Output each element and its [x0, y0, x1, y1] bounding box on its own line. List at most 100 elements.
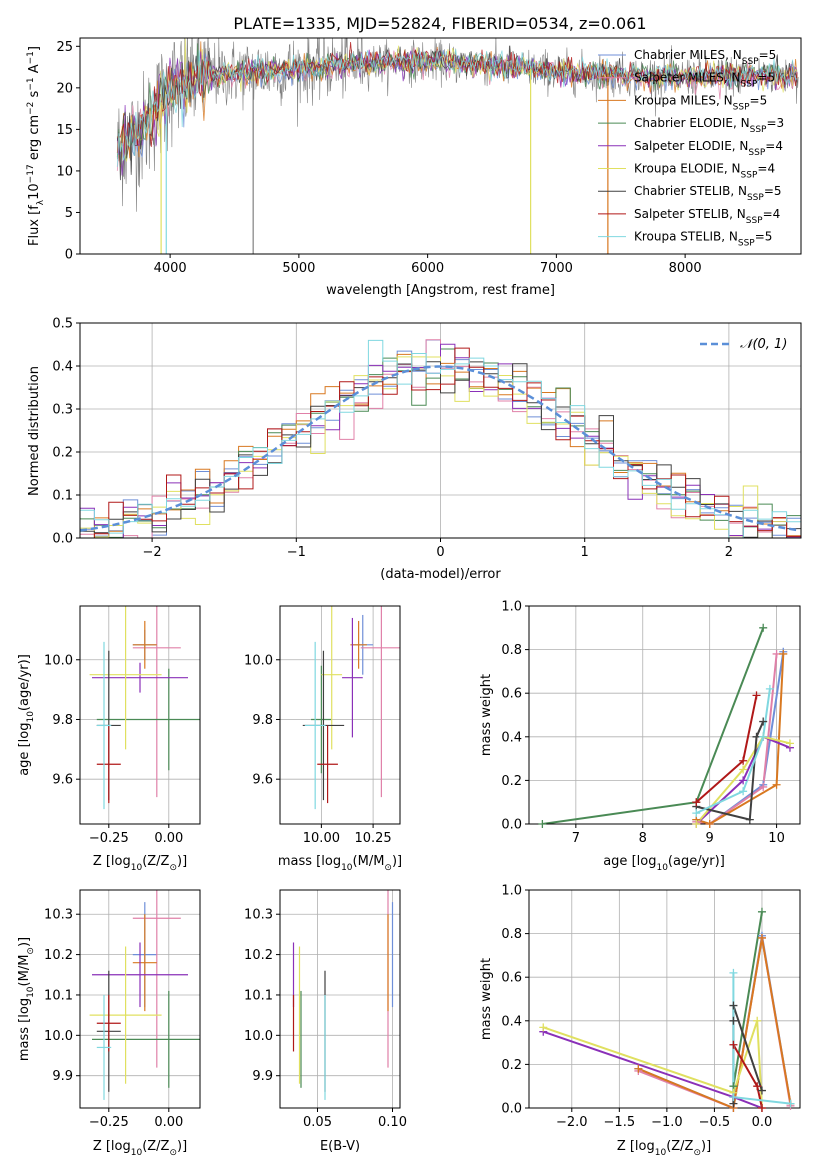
label-part: Kroupa MILES, N [634, 93, 733, 107]
plot-area [116, 38, 799, 254]
axes-residuals: −2 −1 0 1 2 0.0 0.1 0.2 0.3 0.4 0.5 𝒩(0, 1) (data-mo… [27, 317, 802, 582]
label-part: =5 [764, 184, 782, 198]
series-marker [759, 717, 768, 726]
label-part: SSP [741, 171, 758, 181]
y-axis-label: Normed distribution [27, 366, 42, 496]
label-part: (Z/Z [666, 1139, 693, 1154]
series-marker [752, 691, 761, 700]
series-marker [705, 820, 714, 828]
legend-label: Chabrier MILES, NSSP=5 [634, 48, 776, 67]
series-marker [759, 623, 768, 632]
series-marker [779, 649, 788, 658]
series-marker [739, 776, 748, 785]
axes-mass_vs_ebv: 0.05 0.10 9.9 10.0 10.1 10.2 10.3 E(B-V) [244, 889, 407, 1154]
plot-area [89, 606, 200, 810]
label-part: mass [log [17, 998, 32, 1061]
y-tick-label: 0.4 [501, 1014, 522, 1029]
x-axis-label: (data-model)/error [380, 567, 501, 582]
legend-label: Kroupa STELIB, NSSP=5 [634, 230, 772, 249]
x-axis-label: wavelength [Angstrom, rest frame] [326, 283, 555, 298]
series-line-kroupa-miles [695, 653, 785, 824]
y-tick-label: 25 [56, 40, 73, 55]
series-line-chabrier-elodie [732, 911, 763, 1087]
label-part: SSP [748, 148, 765, 158]
y-tick-label: 10.1 [244, 988, 273, 1003]
spectrum-data-line [117, 38, 799, 212]
x-tick-label: −1.5 [604, 1115, 636, 1130]
label-part: −17 [26, 164, 36, 183]
label-part: (Z/Z [142, 854, 169, 869]
y-tick-label: 0.0 [501, 818, 522, 833]
label-part: Chabrier ELODIE, N [634, 116, 750, 130]
x-axis-label: mass [log10(M/M⊙)] [278, 854, 402, 873]
y-tick-label: 0.5 [52, 317, 73, 332]
y-tick-label: 0.4 [52, 360, 73, 375]
axes-age_vs_Z: −0.25 0.009.69.810.0Z [log10(Z/Z⊙)]age [l… [17, 605, 201, 873]
y-tick-label: 20 [56, 81, 73, 96]
x-axis-label: E(B-V) [320, 1139, 360, 1154]
y-tick-label: 10.0 [244, 653, 273, 668]
series-marker [757, 1086, 766, 1095]
label-part: 10 [131, 863, 143, 873]
x-tick-label: 9 [706, 831, 714, 846]
label-part: Flux [f [27, 205, 42, 246]
series-marker [757, 933, 766, 942]
x-tick-label: 10.25 [354, 831, 391, 846]
label-part: 10 [131, 1148, 143, 1158]
label-part: Salpeter STELIB, N [634, 207, 746, 221]
x-tick-label: 0.05 [303, 1115, 332, 1130]
y-tick-label: 1.0 [501, 884, 522, 899]
y-axis-label: mass [log10(M/M⊙)] [17, 937, 36, 1061]
series-marker [739, 787, 748, 796]
y-tick-label: 0.0 [52, 532, 73, 547]
label-part: )] [17, 937, 32, 947]
label-part: 10 [341, 863, 353, 873]
label-part: Z [log [93, 1139, 131, 1154]
y-tick-label: 10.2 [44, 948, 73, 963]
label-part: 10 [27, 183, 42, 200]
label-part: ⊙ [26, 947, 36, 955]
plot-area [542, 627, 791, 824]
y-tick-label: 9.6 [52, 773, 73, 788]
x-tick-label: −0.25 [89, 831, 129, 846]
plot-area [292, 890, 394, 1100]
x-tick-label: −0.5 [699, 1115, 731, 1130]
label-part: )] [701, 1139, 711, 1154]
y-tick-label: 0.6 [501, 971, 522, 986]
x-tick-label: 2 [725, 545, 733, 560]
x-tick-label: 8 [639, 831, 647, 846]
label-part: Kroupa STELIB, N [634, 230, 738, 244]
spectrum-model-kroupa-stelib [116, 48, 798, 167]
x-tick-label: −2 [143, 545, 162, 560]
series-marker [765, 684, 774, 693]
x-tick-label: −1.0 [651, 1115, 683, 1130]
series-line-kroupa-miles [638, 937, 792, 1108]
x-tick-label: 1 [581, 545, 589, 560]
label-part: 10 [26, 986, 36, 998]
x-tick-label: 7 [572, 831, 580, 846]
y-tick-label: 0.2 [52, 446, 73, 461]
label-part: −1 [26, 51, 36, 64]
series-marker [757, 1104, 766, 1112]
label-part: 10 [656, 863, 668, 873]
label-part: ⊙ [384, 863, 392, 873]
y-tick-label: 10.3 [44, 908, 73, 923]
label-part: age [log [17, 723, 32, 776]
label-part: SSP [741, 80, 758, 90]
x-tick-label: −2.0 [556, 1115, 588, 1130]
series-marker [539, 1023, 548, 1032]
axes-mass_vs_Z: −0.25 0.009.910.010.110.210.3Z [log10(Z/Z… [17, 889, 201, 1158]
label-part: (M/M [17, 955, 32, 987]
label-part: Z [log [93, 854, 131, 869]
series-marker [729, 1040, 738, 1049]
histogram-kroupa-stelib [80, 339, 801, 538]
x-tick-label: 5000 [282, 261, 315, 276]
y-tick-label: 10.1 [44, 988, 73, 1003]
series-marker [739, 765, 748, 774]
legend-label: Chabrier ELODIE, NSSP=3 [634, 116, 784, 135]
x-tick-label: 10 [768, 831, 785, 846]
series-marker [692, 820, 701, 828]
label-part: −1 [26, 77, 36, 90]
legend-label: Salpeter ELODIE, NSSP=4 [634, 139, 783, 158]
y-tick-label: 0.2 [501, 1058, 522, 1073]
